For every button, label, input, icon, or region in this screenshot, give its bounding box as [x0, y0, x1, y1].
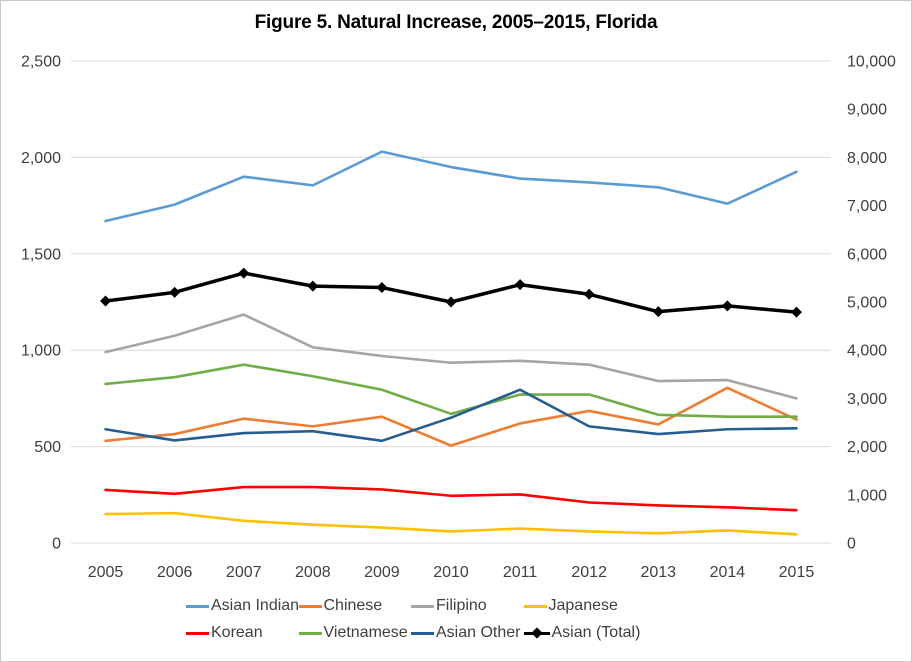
- x-axis-label: 2014: [710, 564, 746, 581]
- y-axis-left-tick: 2,000: [21, 150, 61, 167]
- y-axis-right-tick: 5,000: [847, 295, 887, 312]
- y-axis-right-tick: 2,000: [847, 439, 887, 456]
- x-axis-label: 2011: [503, 564, 538, 581]
- x-axis-label: 2006: [157, 564, 193, 581]
- chart-title: Figure 5. Natural Increase, 2005–2015, F…: [254, 12, 658, 33]
- series-marker-asian-total: [376, 282, 388, 294]
- x-axis-label: 2009: [364, 564, 400, 581]
- series-marker-asian-total: [238, 267, 250, 279]
- y-axis-right-tick: 9,000: [847, 102, 887, 119]
- x-axis-label: 2008: [295, 564, 331, 581]
- series-marker-asian-total: [583, 288, 595, 300]
- y-axis-left-tick: 500: [34, 439, 61, 456]
- y-axis-right-tick: 7,000: [847, 198, 887, 215]
- series-marker-asian-total: [169, 286, 181, 298]
- series-line-chinese: [104, 386, 798, 447]
- y-axis-left-tick: 2,500: [21, 54, 61, 71]
- y-axis-left-tick: 1,000: [21, 343, 61, 360]
- y-axis-right-tick: 0: [847, 536, 856, 553]
- y-axis-right-tick: 4,000: [847, 343, 887, 360]
- x-axis-label: 2013: [640, 564, 676, 581]
- x-axis-label: 2007: [226, 564, 262, 581]
- y-axis-right-tick: 6,000: [847, 246, 887, 263]
- series-marker-asian-total: [445, 296, 457, 308]
- series-line-asian-indian: [104, 150, 798, 223]
- x-axis-label: 2005: [88, 564, 124, 581]
- series-marker-asian-total: [721, 300, 733, 312]
- y-axis-right-tick: 10,000: [847, 54, 896, 71]
- series-line-asian-other: [104, 388, 798, 443]
- series-line-filipino: [104, 313, 798, 400]
- series-marker-asian-total: [307, 280, 319, 292]
- series-marker-asian-total: [790, 306, 802, 318]
- y-axis-right-tick: 3,000: [847, 391, 887, 408]
- y-axis-left-tick: 1,500: [21, 246, 61, 263]
- y-axis-right-tick: 1,000: [847, 487, 887, 504]
- series-marker-asian-total: [652, 306, 664, 318]
- series-marker-asian-total: [514, 279, 526, 291]
- series-line-japanese: [104, 511, 798, 536]
- series-line-korean: [104, 485, 798, 512]
- x-axis-label: 2010: [433, 564, 469, 581]
- series-line-vietnamese: [104, 363, 798, 419]
- series-marker-asian-total: [100, 295, 112, 307]
- y-axis-right-tick: 8,000: [847, 150, 887, 167]
- x-axis-label: 2015: [779, 564, 815, 581]
- y-axis-left-tick: 0: [52, 536, 61, 553]
- x-axis-label: 2012: [571, 564, 607, 581]
